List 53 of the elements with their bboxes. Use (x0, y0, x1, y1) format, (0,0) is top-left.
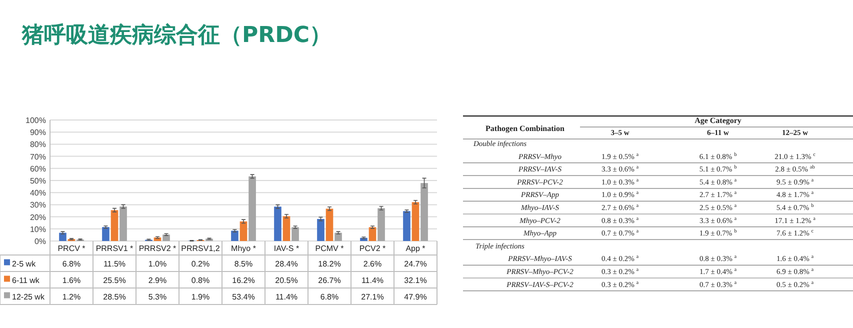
x-tick-label: Mhyo * (231, 244, 256, 253)
x-tick-label: PRRSV2 * (138, 244, 176, 253)
data-label: 11.4% (361, 276, 384, 285)
x-tick-label: PCV2 * (359, 244, 386, 253)
x-tick-label: PRRSV1,2 (181, 244, 220, 253)
x-tick-label: PCMV * (315, 244, 344, 253)
data-label: 11.4% (275, 292, 298, 302)
data-label: 1.6% (62, 276, 81, 285)
y-tick-label: 100% (26, 116, 46, 125)
data-label: 1.0% (148, 259, 167, 268)
data-label: 18.2% (318, 259, 341, 268)
data-label: 5.3% (148, 292, 167, 302)
y-tick-label: 50% (30, 176, 46, 186)
data-label: 24.7% (404, 259, 427, 268)
data-label: 11.5% (103, 259, 126, 268)
data-label: 20.5% (275, 276, 298, 285)
data-label: 27.1% (361, 292, 384, 302)
legend-label: 12-25 wk (12, 292, 46, 302)
y-tick-label: 90% (30, 128, 46, 138)
data-label: 0.2% (191, 259, 210, 268)
y-tick-label: 70% (30, 152, 46, 162)
data-label: 28.4% (275, 259, 298, 268)
data-label: 6.8% (62, 259, 81, 268)
data-label: 26.7% (318, 276, 341, 285)
y-tick-label: 10% (30, 224, 46, 234)
legend-label: 6-11 wk (12, 276, 40, 285)
data-label: 1.9% (191, 292, 210, 302)
data-label: 16.2% (232, 276, 255, 285)
chart-title: 猪呼吸道疾病综合征（PRDC） (21, 23, 332, 48)
y-tick-label: 60% (30, 164, 46, 174)
x-tick-label: PRCV * (58, 244, 86, 253)
legend-label: 2-5 wk (12, 259, 37, 268)
data-label: 47.9% (404, 292, 427, 302)
text: Age Category (694, 116, 742, 125)
data-label: 2.6% (363, 259, 382, 268)
data-label: 28.5% (103, 292, 126, 302)
data-label: 32.1% (404, 276, 427, 285)
x-tick-label: App * (406, 244, 426, 253)
data-label: 25.5% (103, 276, 126, 285)
y-tick-label: 80% (30, 140, 46, 150)
data-label: 8.5% (234, 259, 253, 268)
y-tick-label: 40% (30, 188, 46, 198)
data-label: 0.8% (191, 276, 210, 285)
data-label: 2.9% (148, 276, 167, 285)
data-label: 53.4% (232, 292, 255, 302)
x-tick-label: PRRSV1 * (96, 244, 134, 253)
x-tick-label: IAV-S * (274, 244, 300, 253)
text: Pathogen Combination (486, 124, 565, 133)
y-tick-label: 0% (34, 237, 46, 246)
data-label: 6.8% (320, 292, 339, 302)
y-tick-label: 30% (30, 200, 46, 210)
data-label: 1.2% (62, 292, 81, 302)
y-tick-label: 20% (30, 212, 46, 222)
